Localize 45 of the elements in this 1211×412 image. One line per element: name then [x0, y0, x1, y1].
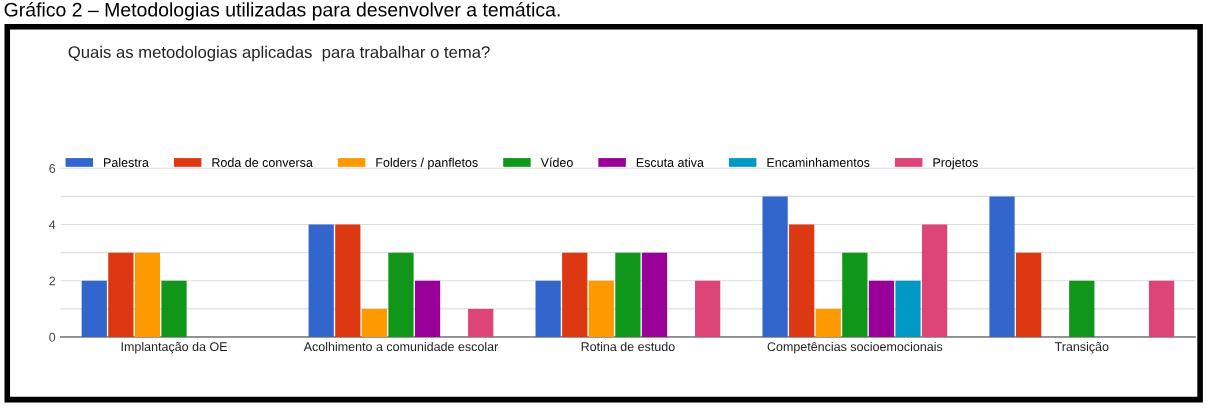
y-tick-label: 6 [49, 164, 56, 173]
legend-label: Folders / panfletos [376, 157, 478, 170]
bar [588, 280, 614, 338]
bar [562, 252, 588, 338]
bar [895, 280, 921, 338]
bar [1069, 280, 1095, 338]
x-tick-label: Acolhimento a comunidade escolar [303, 341, 499, 352]
y-tick-label: 2 [49, 276, 56, 286]
y-tick-label: 0 [49, 332, 56, 342]
legend-label: Vídeo [540, 157, 573, 167]
bar [789, 224, 815, 338]
legend-label: Roda de conversa [212, 157, 313, 167]
bar [81, 280, 107, 338]
bar [335, 224, 361, 338]
bar [414, 280, 441, 338]
text: Gráfico 2 – Metodologias utilizadas para desenvolver a temática. [4, 2, 560, 21]
bar [361, 308, 388, 338]
bar [641, 252, 668, 338]
bar [815, 308, 841, 338]
x-tick-label: Rotina de estudo [581, 341, 675, 352]
bar [762, 196, 788, 338]
bar [108, 252, 134, 338]
bar [388, 252, 414, 338]
legend-label: Escuta ativa [636, 157, 704, 167]
x-tick-label: Implantação da OE [121, 341, 227, 354]
x-tick-label: Competências socioemocionais [767, 341, 943, 354]
bar [842, 252, 868, 338]
bar [134, 252, 161, 338]
legend-label: Encaminhamentos [767, 157, 870, 167]
bar [308, 224, 334, 338]
bar [989, 196, 1015, 338]
bar [1015, 252, 1042, 338]
bar [1148, 280, 1175, 338]
y-tick-label: 4 [49, 220, 56, 230]
legend-label: Palestra [104, 157, 149, 167]
bar [615, 252, 641, 338]
bar [161, 280, 187, 338]
chart-title: Quais as metodologias aplicadas para trabalhar o tema? [68, 45, 490, 62]
legend-label: Projetos [933, 157, 978, 170]
bar [535, 280, 561, 338]
x-tick-label: Transição [1054, 341, 1109, 354]
bar [868, 280, 895, 338]
bar [468, 308, 494, 338]
bar [921, 224, 948, 338]
bar [695, 280, 721, 338]
